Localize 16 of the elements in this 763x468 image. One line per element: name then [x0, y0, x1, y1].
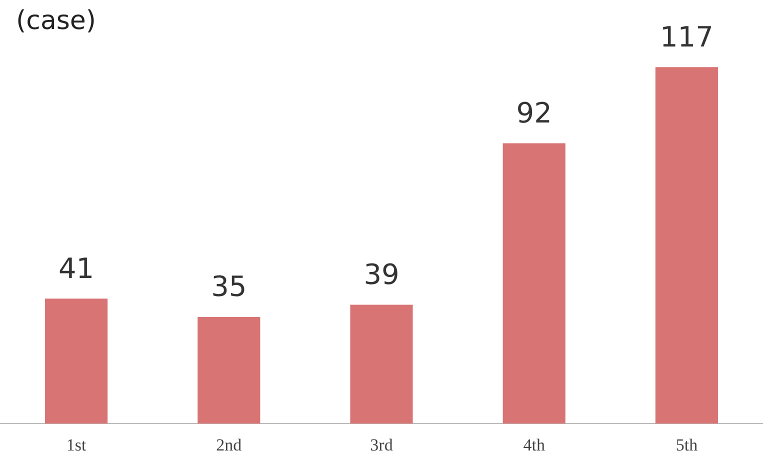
bar	[655, 67, 718, 424]
x-tick-label: 2nd	[216, 435, 242, 454]
bar	[198, 316, 260, 424]
data-label: 35	[211, 270, 247, 304]
bar	[45, 298, 108, 424]
data-label: 117	[660, 20, 714, 54]
y-axis-title: (case)	[16, 6, 96, 36]
x-tick-label: 4th	[523, 435, 546, 454]
x-tick-label: 1st	[66, 435, 86, 454]
data-label: 39	[364, 258, 400, 292]
x-tick-label: 3rd	[370, 435, 394, 454]
data-label: 92	[516, 96, 552, 130]
data-label: 41	[58, 252, 94, 285]
bar	[502, 143, 566, 424]
bar	[350, 304, 413, 424]
x-tick-label: 5th	[676, 435, 698, 454]
